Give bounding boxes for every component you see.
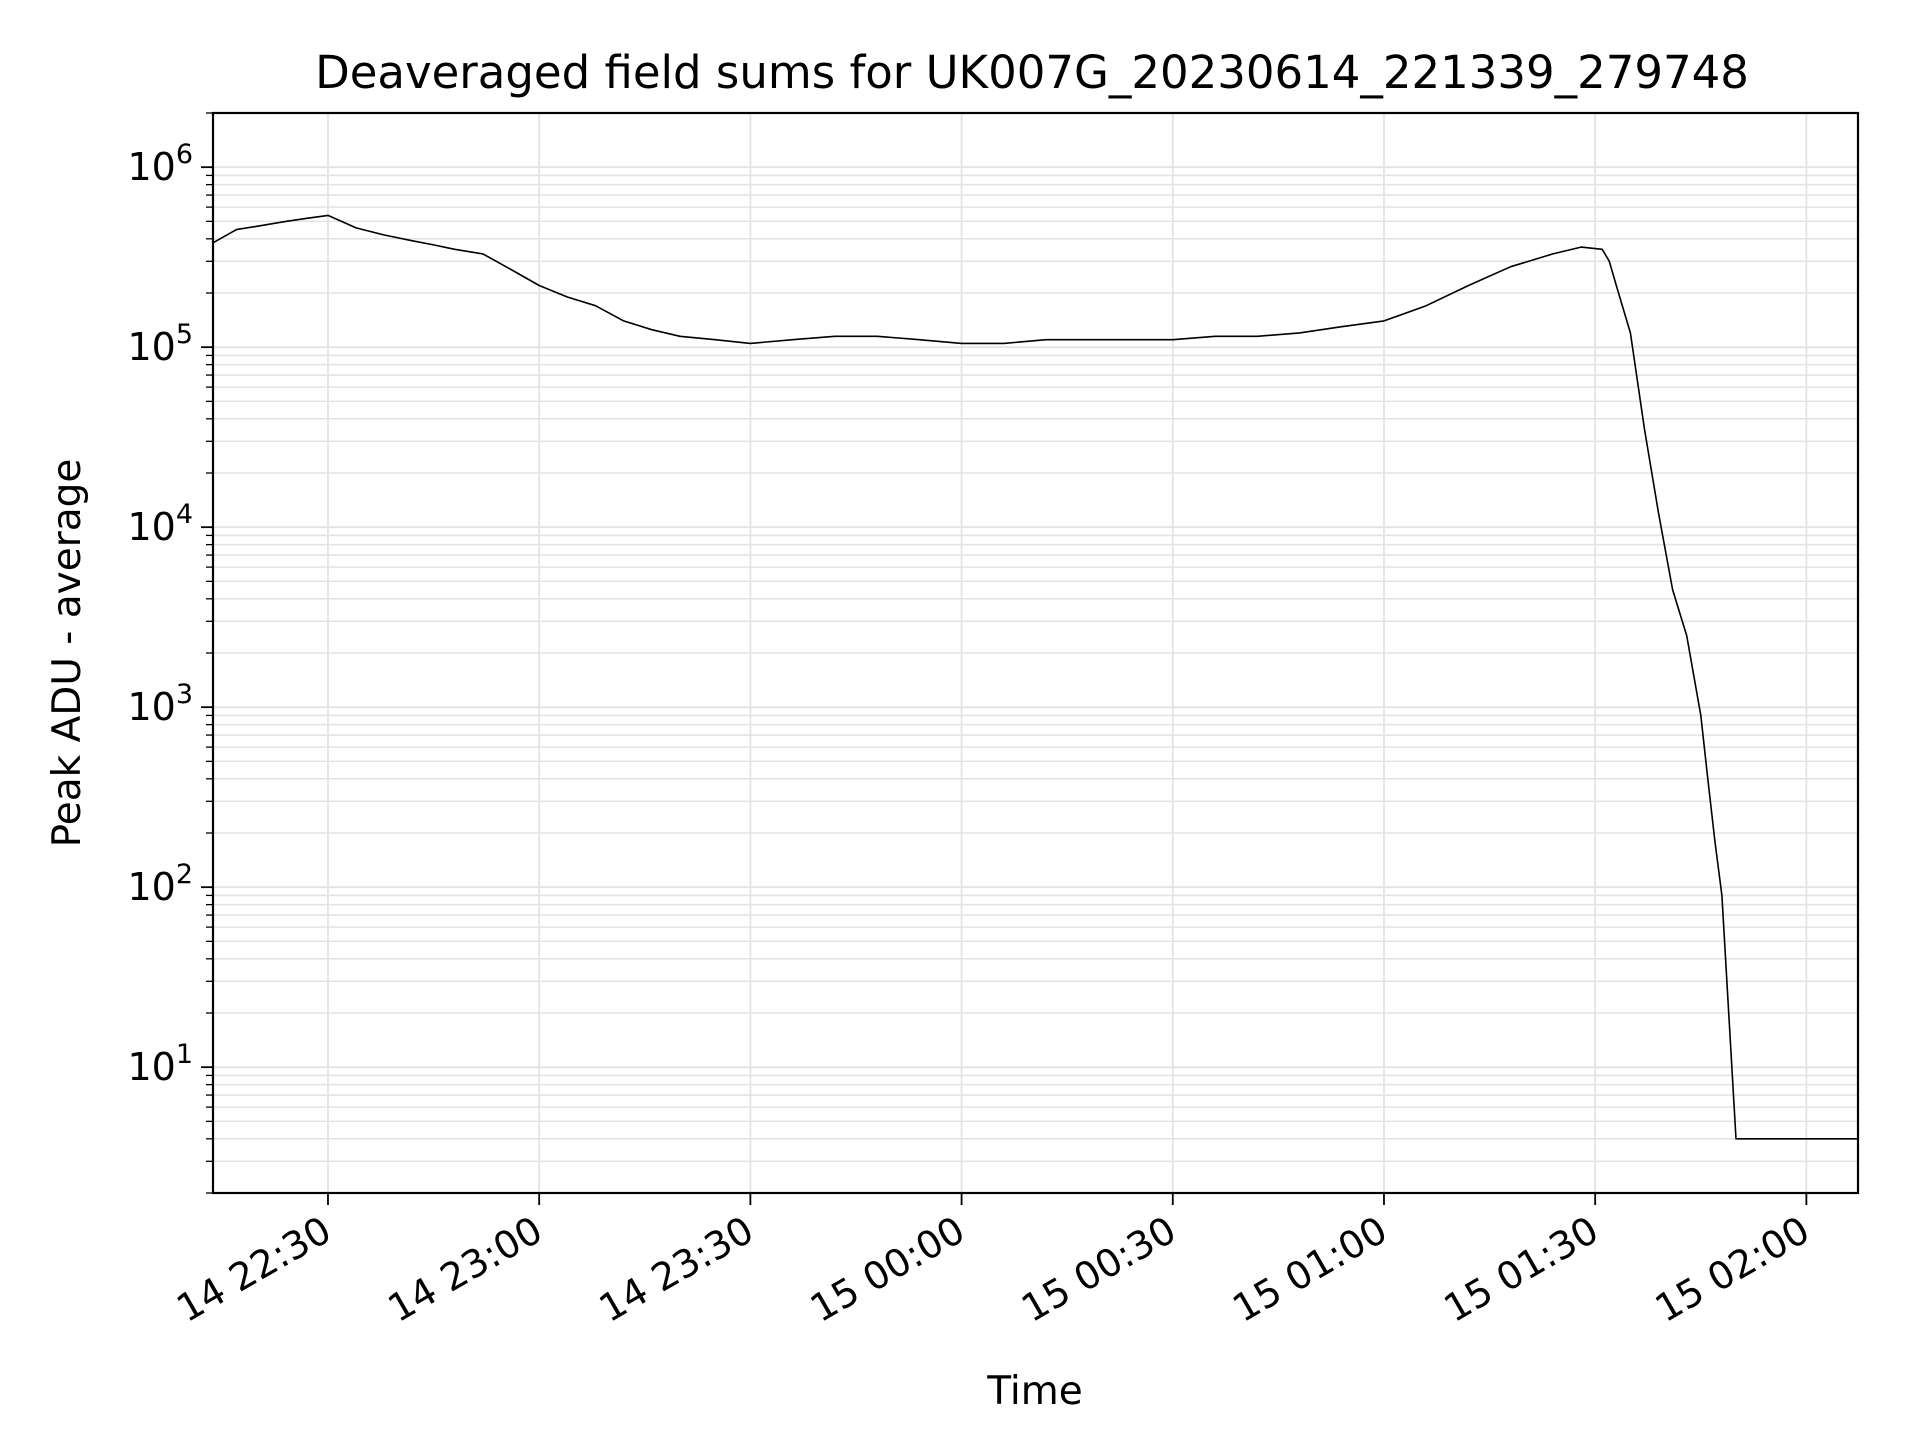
y-tick-label: 103	[127, 679, 193, 729]
y-axis-label: Peak ADU - average	[45, 459, 90, 848]
y-tick-base: 10	[127, 505, 175, 549]
grid-layer	[213, 112, 1858, 1194]
y-tick-exponent: 2	[176, 859, 193, 890]
y-tick-base: 10	[127, 865, 175, 909]
y-tick-base: 10	[127, 1045, 175, 1089]
y-tick-exponent: 4	[176, 499, 193, 530]
data-layer	[212, 214, 1858, 1140]
series-line	[212, 214, 1858, 1140]
y-tick-label: 101	[127, 1039, 193, 1089]
y-tick-base: 10	[127, 145, 175, 189]
chart-title: Deaveraged field sums for UK007G_2023061…	[315, 46, 1749, 99]
y-tick-exponent: 1	[176, 1039, 193, 1070]
y-tick-exponent: 3	[176, 679, 193, 710]
y-tick-label: 104	[127, 499, 193, 549]
x-axis-label: Time	[986, 1369, 1082, 1414]
y-tick-base: 10	[127, 325, 175, 369]
y-tick-exponent: 5	[176, 319, 193, 350]
y-tick-label: 106	[127, 139, 193, 189]
y-tick-label: 102	[127, 859, 193, 909]
y-tick-exponent: 6	[176, 139, 193, 170]
y-tick-base: 10	[127, 685, 175, 729]
y-tick-label: 105	[127, 319, 193, 369]
